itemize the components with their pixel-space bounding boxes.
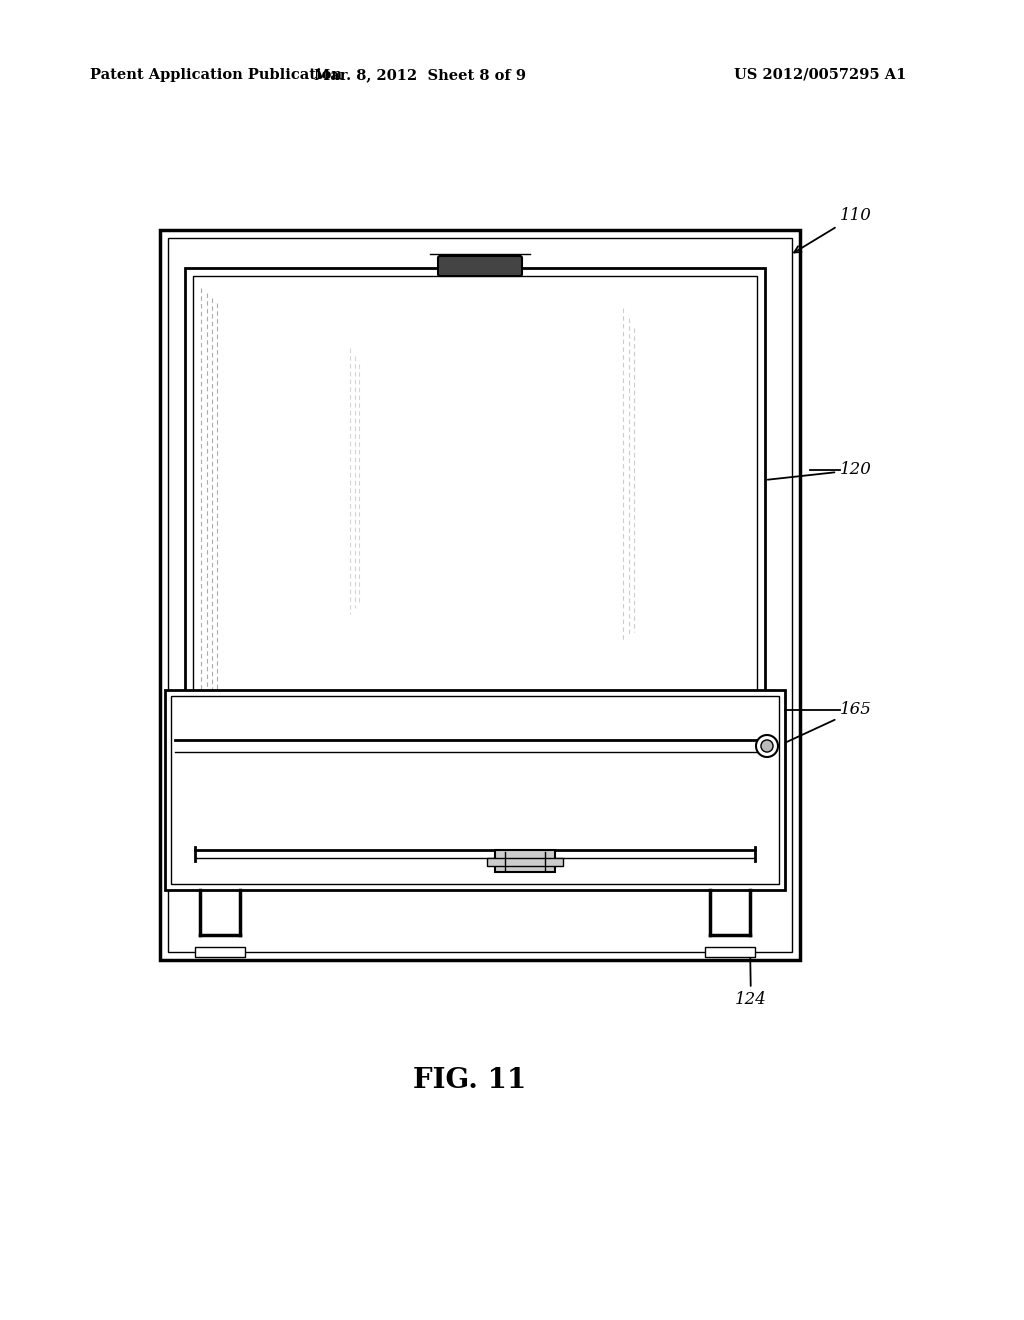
Text: 160: 160 — [430, 676, 486, 717]
Circle shape — [761, 741, 773, 752]
Text: US 2012/0057295 A1: US 2012/0057295 A1 — [734, 69, 906, 82]
Bar — [486, 858, 562, 866]
Text: Patent Application Publication: Patent Application Publication — [90, 69, 342, 82]
Bar — [495, 850, 555, 873]
Bar — [195, 946, 245, 957]
Bar — [193, 276, 757, 741]
Text: 110: 110 — [794, 206, 871, 252]
Bar — [160, 230, 800, 960]
Text: 165: 165 — [780, 701, 871, 744]
Text: 120: 120 — [768, 462, 871, 479]
FancyBboxPatch shape — [438, 256, 522, 276]
Text: 164: 164 — [531, 796, 582, 873]
Bar — [165, 690, 785, 890]
Circle shape — [756, 735, 778, 756]
Bar — [185, 268, 765, 748]
Text: FIG. 11: FIG. 11 — [414, 1067, 526, 1093]
Text: Mar. 8, 2012  Sheet 8 of 9: Mar. 8, 2012 Sheet 8 of 9 — [314, 69, 526, 82]
Text: 124: 124 — [735, 948, 767, 1008]
Bar — [171, 696, 779, 884]
Bar — [705, 946, 755, 957]
Bar — [168, 238, 792, 952]
